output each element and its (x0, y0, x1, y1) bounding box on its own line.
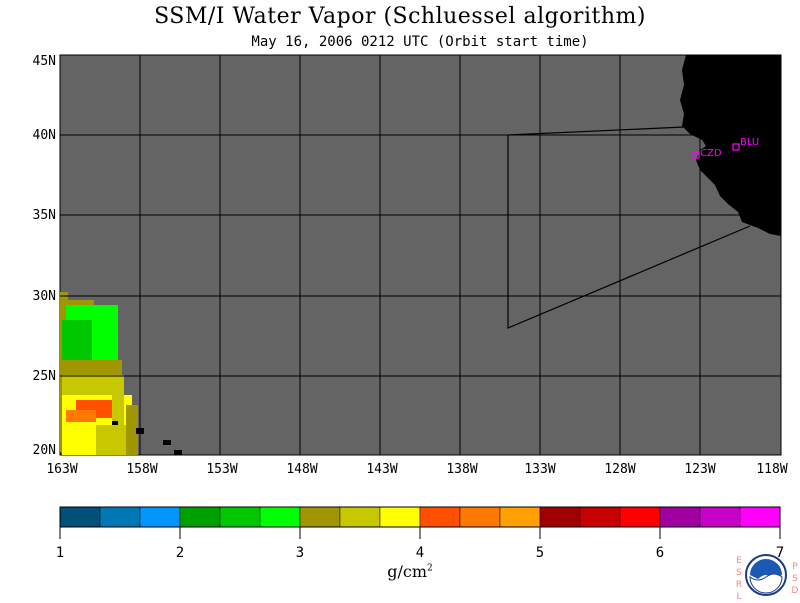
lat-label-35n: 35N (32, 208, 56, 223)
lon-label-143w: 143W (366, 462, 398, 477)
colorbar-swatch (659, 506, 701, 528)
lat-label-30n: 30N (32, 289, 56, 304)
colorbar-swatch (339, 506, 381, 528)
colorbar-swatch (459, 506, 501, 528)
colorbar-swatch (379, 506, 421, 528)
lon-label-138w: 138W (446, 462, 478, 477)
north-america-land (680, 55, 781, 236)
graticule (60, 55, 781, 455)
lon-label-163w: 163W (46, 462, 78, 477)
colorbar-swatch (179, 506, 221, 528)
colorbar-tick-2: 2 (175, 545, 185, 561)
colorbar-tick-7: 7 (775, 545, 785, 561)
map-frame (59, 54, 782, 456)
lon-label-158w: 158W (126, 462, 158, 477)
colorbar-swatch (619, 506, 661, 528)
lat-label-20n: 20N (32, 443, 56, 458)
lon-label-118w: 118W (756, 462, 788, 477)
station-marker-blu (732, 143, 740, 151)
lat-label-45n: 45N (32, 54, 56, 69)
colorbar-swatch (299, 506, 341, 528)
colorbar-swatch (699, 506, 741, 528)
colorbar-swatch (739, 506, 781, 528)
map-title: SSM/I Water Vapor (Schluessel algorithm) (154, 4, 646, 29)
lon-label-123w: 123W (684, 462, 716, 477)
colorbar-swatch (219, 506, 261, 528)
orbit-boundary-top (507, 126, 685, 136)
station-marker-czd (692, 151, 700, 159)
colorbar-tick-4: 4 (415, 545, 425, 561)
colorbar-swatch (59, 506, 101, 528)
colorbar-swatch (259, 506, 301, 528)
colorbar-swatch (139, 506, 181, 528)
colorbar-tick-1: 1 (55, 545, 65, 561)
colorbar-swatch (499, 506, 541, 528)
lat-label-40n: 40N (32, 128, 56, 143)
noaa-logo (745, 554, 787, 596)
lon-label-148w: 148W (286, 462, 318, 477)
map-subtitle: May 16, 2006 0212 UTC (Orbit start time) (251, 34, 589, 50)
lon-label-133w: 133W (524, 462, 556, 477)
lon-label-128w: 128W (604, 462, 636, 477)
colorbar-unit: g/cm2 (387, 562, 433, 581)
colorbar-swatch (579, 506, 621, 528)
lon-label-153w: 153W (206, 462, 238, 477)
colorbar-tick-5: 5 (535, 545, 545, 561)
station-label-czd: CZD (700, 148, 722, 159)
colorbar-swatch (539, 506, 581, 528)
colorbar-swatch (99, 506, 141, 528)
colorbar-tick-6: 6 (655, 545, 665, 561)
colorbar-swatch (419, 506, 461, 528)
lat-label-25n: 25N (32, 369, 56, 384)
colorbar-tick-3: 3 (295, 545, 305, 561)
water-vapor-swath (60, 292, 138, 455)
orbit-boundary (507, 135, 751, 329)
colorbar (59, 506, 781, 539)
station-label-blu: BLU (740, 137, 760, 148)
